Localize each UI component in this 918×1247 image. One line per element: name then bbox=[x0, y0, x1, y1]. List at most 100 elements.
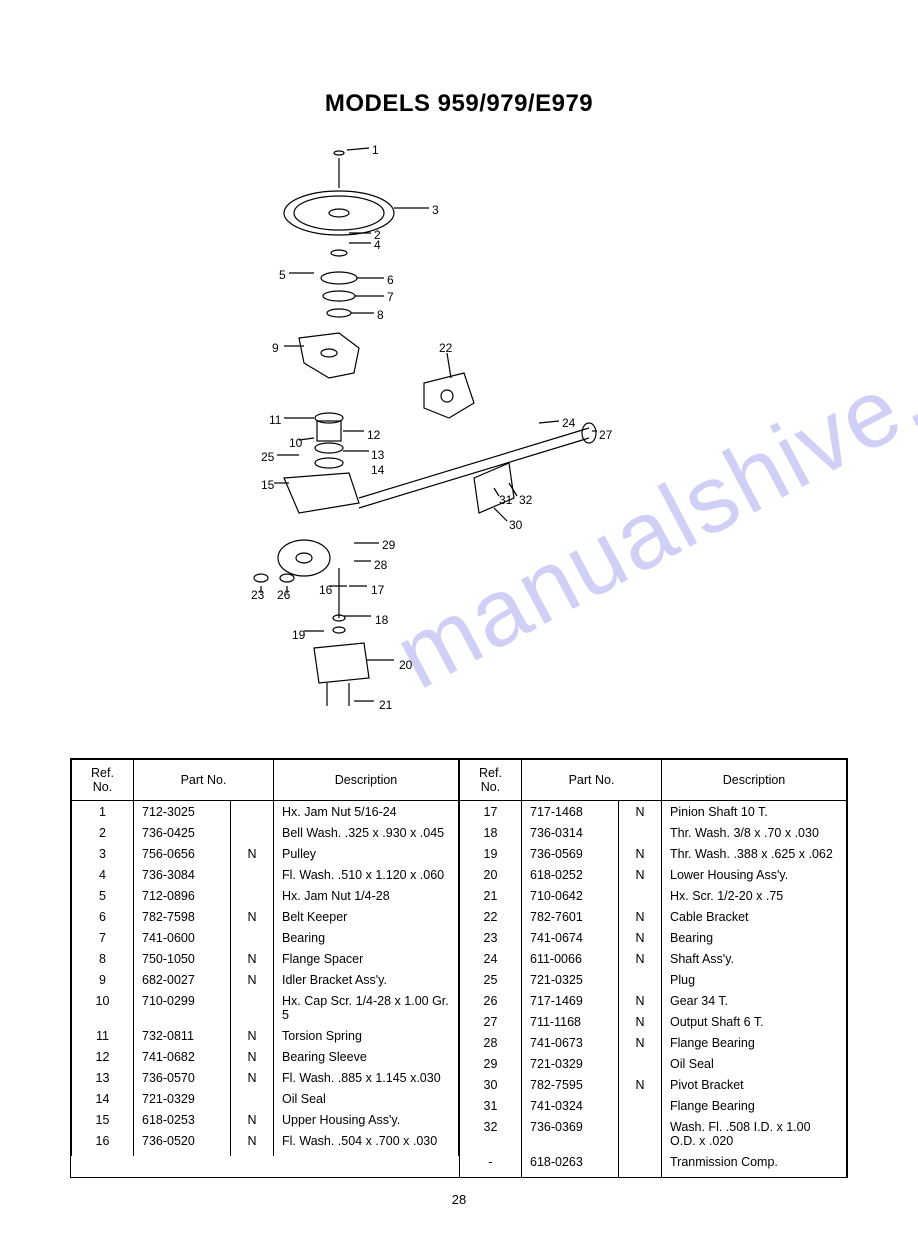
cell-ref: 10 bbox=[72, 990, 134, 1025]
table-row: 13736-0570NFl. Wash. .885 x 1.145 x.030 bbox=[72, 1067, 459, 1088]
cell-n bbox=[619, 1151, 662, 1177]
table-row: 14721-0329Oil Seal bbox=[72, 1088, 459, 1109]
callout-32: 32 bbox=[519, 493, 532, 507]
cell-desc: Pivot Bracket bbox=[662, 1074, 847, 1095]
cell-part: 717-1468 bbox=[522, 801, 619, 823]
cell-desc: Bearing bbox=[274, 927, 459, 948]
cell-ref: 5 bbox=[72, 885, 134, 906]
callout-16: 16 bbox=[319, 583, 332, 597]
cell-ref: 18 bbox=[460, 822, 522, 843]
cell-part: 721-0329 bbox=[522, 1053, 619, 1074]
cell-n bbox=[619, 969, 662, 990]
table-row: 25721-0325Plug bbox=[460, 969, 847, 990]
callout-10: 10 bbox=[289, 436, 302, 450]
table-row: 21710-0642 Hx. Scr. 1/2-20 x .75 bbox=[460, 885, 847, 906]
cell-n bbox=[619, 822, 662, 843]
cell-n bbox=[231, 864, 274, 885]
callout-14: 14 bbox=[371, 463, 384, 477]
table-row: 30782-7595NPivot Bracket bbox=[460, 1074, 847, 1095]
cell-desc: Oil Seal bbox=[662, 1053, 847, 1074]
table-row: 17717-1468NPinion Shaft 10 T. bbox=[460, 801, 847, 823]
table-row: 15618-0253NUpper Housing Ass'y. bbox=[72, 1109, 459, 1130]
table-row: 12741-0682NBearing Sleeve bbox=[72, 1046, 459, 1067]
cell-n: N bbox=[619, 801, 662, 823]
parts-tables: Ref.No. Part No. Description 1712-3025Hx… bbox=[70, 758, 848, 1178]
cell-part: 736-0314 bbox=[522, 822, 619, 843]
callout-5: 5 bbox=[279, 268, 286, 282]
cell-part: 710-0642 bbox=[522, 885, 619, 906]
table-row: -618-0263Tranmission Comp. bbox=[460, 1151, 847, 1177]
cell-desc: Bearing Sleeve bbox=[274, 1046, 459, 1067]
table-row: 23741-0674NBearing bbox=[460, 927, 847, 948]
cell-desc: Flange Bearing bbox=[662, 1095, 847, 1116]
col-ref: Ref.No. bbox=[72, 760, 134, 801]
cell-part: 741-0324 bbox=[522, 1095, 619, 1116]
cell-desc: Bearing bbox=[662, 927, 847, 948]
callout-24: 24 bbox=[562, 416, 575, 430]
cell-part: 611-0066 bbox=[522, 948, 619, 969]
col-ref: Ref.No. bbox=[460, 760, 522, 801]
cell-ref: 4 bbox=[72, 864, 134, 885]
callout-12: 12 bbox=[367, 428, 380, 442]
cell-desc: Tranmission Comp. bbox=[662, 1151, 847, 1177]
table-row: 18736-0314Thr. Wash. 3/8 x .70 x .030 bbox=[460, 822, 847, 843]
table-row: 24611-0066NShaft Ass'y. bbox=[460, 948, 847, 969]
cell-part: 741-0682 bbox=[134, 1046, 231, 1067]
cell-n: N bbox=[619, 990, 662, 1011]
cell-part: 711-1168 bbox=[522, 1011, 619, 1032]
cell-desc: Thr. Wash. .388 x .625 x .062 bbox=[662, 843, 847, 864]
parts-table-left: Ref.No. Part No. Description 1712-3025Hx… bbox=[71, 759, 459, 1177]
cell-desc: Lower Housing Ass'y. bbox=[662, 864, 847, 885]
callout-21: 21 bbox=[379, 698, 392, 712]
cell-n: N bbox=[231, 1067, 274, 1088]
cell-desc: Bell Wash. .325 x .930 x .045 bbox=[274, 822, 459, 843]
cell-ref: 14 bbox=[72, 1088, 134, 1109]
cell-part: 618-0253 bbox=[134, 1109, 231, 1130]
cell-part: 682-0027 bbox=[134, 969, 231, 990]
cell-n: N bbox=[231, 1130, 274, 1156]
cell-part: 782-7595 bbox=[522, 1074, 619, 1095]
cell-desc: Hx. Scr. 1/2-20 x .75 bbox=[662, 885, 847, 906]
cell-part: 750-1050 bbox=[134, 948, 231, 969]
table-row: 8750-1050NFlange Spacer bbox=[72, 948, 459, 969]
parts-table-right: Ref.No. Part No. Description 17717-1468N… bbox=[459, 759, 847, 1177]
cell-ref: 26 bbox=[460, 990, 522, 1011]
cell-part: 732-0811 bbox=[134, 1025, 231, 1046]
callout-19: 19 bbox=[292, 628, 305, 642]
cell-desc: Fl. Wash. .885 x 1.145 x.030 bbox=[274, 1067, 459, 1088]
cell-ref: 13 bbox=[72, 1067, 134, 1088]
cell-desc: Fl. Wash. .510 x 1.120 x .060 bbox=[274, 864, 459, 885]
callout-27: 27 bbox=[599, 428, 612, 442]
callout-29: 29 bbox=[382, 538, 395, 552]
cell-part: 710-0299 bbox=[134, 990, 231, 1025]
callout-11: 11 bbox=[269, 413, 281, 427]
cell-n bbox=[619, 1095, 662, 1116]
cell-part: 717-1469 bbox=[522, 990, 619, 1011]
table-row: 2736-0425Bell Wash. .325 x .930 x .045 bbox=[72, 822, 459, 843]
cell-ref: 7 bbox=[72, 927, 134, 948]
cell-part: 782-7601 bbox=[522, 906, 619, 927]
cell-ref: 17 bbox=[460, 801, 522, 823]
cell-desc: Wash. Fl. .508 I.D. x 1.00 O.D. x .020 bbox=[662, 1116, 847, 1151]
cell-ref: 3 bbox=[72, 843, 134, 864]
cell-part: 782-7598 bbox=[134, 906, 231, 927]
cell-part: 736-0569 bbox=[522, 843, 619, 864]
cell-ref: 21 bbox=[460, 885, 522, 906]
col-part: Part No. bbox=[522, 760, 662, 801]
cell-n bbox=[231, 885, 274, 906]
callout-1: 1 bbox=[372, 143, 379, 157]
cell-part: 712-3025 bbox=[134, 801, 231, 823]
cell-part: 736-0425 bbox=[134, 822, 231, 843]
cell-desc: Hx. Cap Scr. 1/4-28 x 1.00 Gr. 5 bbox=[274, 990, 459, 1025]
table-row: 29721-0329 Oil Seal bbox=[460, 1053, 847, 1074]
cell-ref: 32 bbox=[460, 1116, 522, 1151]
cell-n: N bbox=[231, 969, 274, 990]
cell-ref: 29 bbox=[460, 1053, 522, 1074]
cell-ref: 30 bbox=[460, 1074, 522, 1095]
cell-ref: 11 bbox=[72, 1025, 134, 1046]
cell-n: N bbox=[619, 906, 662, 927]
cell-part: 618-0252 bbox=[522, 864, 619, 885]
cell-part: 736-0570 bbox=[134, 1067, 231, 1088]
callout-18: 18 bbox=[375, 613, 388, 627]
cell-part: 618-0263 bbox=[522, 1151, 619, 1177]
